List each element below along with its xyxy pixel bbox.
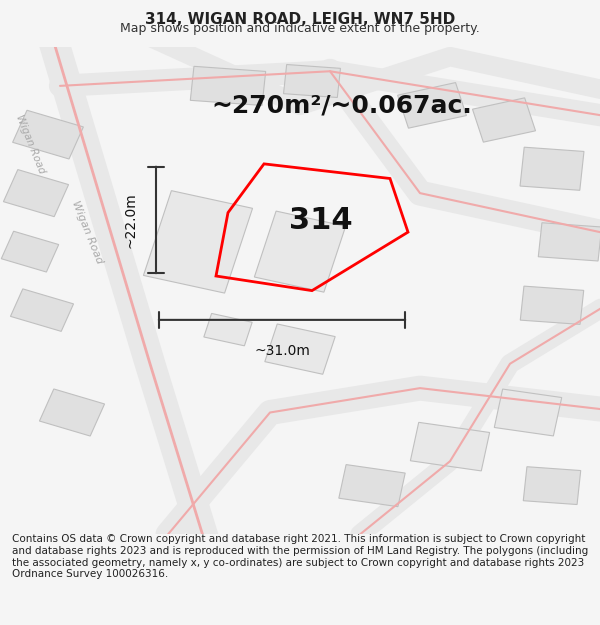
Bar	[10, 289, 74, 331]
Text: 314, WIGAN ROAD, LEIGH, WN7 5HD: 314, WIGAN ROAD, LEIGH, WN7 5HD	[145, 12, 455, 27]
Text: ~270m²/~0.067ac.: ~270m²/~0.067ac.	[212, 93, 472, 118]
Bar	[339, 464, 405, 507]
Bar	[190, 66, 266, 106]
Bar	[4, 169, 68, 217]
Bar	[472, 98, 536, 142]
Text: Contains OS data © Crown copyright and database right 2021. This information is : Contains OS data © Crown copyright and d…	[12, 534, 588, 579]
Bar	[523, 467, 581, 504]
Bar	[538, 222, 600, 261]
Bar	[40, 389, 104, 436]
Text: Wigan Road: Wigan Road	[70, 199, 104, 265]
Text: ~31.0m: ~31.0m	[254, 344, 310, 358]
Bar	[284, 64, 340, 98]
Bar	[204, 313, 252, 346]
Bar	[520, 286, 584, 324]
Bar	[13, 110, 83, 159]
Bar	[410, 422, 490, 471]
Bar	[254, 211, 346, 292]
Text: Map shows position and indicative extent of the property.: Map shows position and indicative extent…	[120, 22, 480, 35]
Bar	[265, 324, 335, 374]
Bar	[143, 191, 253, 293]
Text: Wigan Road: Wigan Road	[14, 114, 46, 175]
Bar	[494, 389, 562, 436]
Bar	[1, 231, 59, 272]
Bar	[520, 148, 584, 190]
Text: ~22.0m: ~22.0m	[124, 192, 138, 248]
Text: 314: 314	[289, 206, 353, 235]
Bar	[398, 82, 466, 128]
